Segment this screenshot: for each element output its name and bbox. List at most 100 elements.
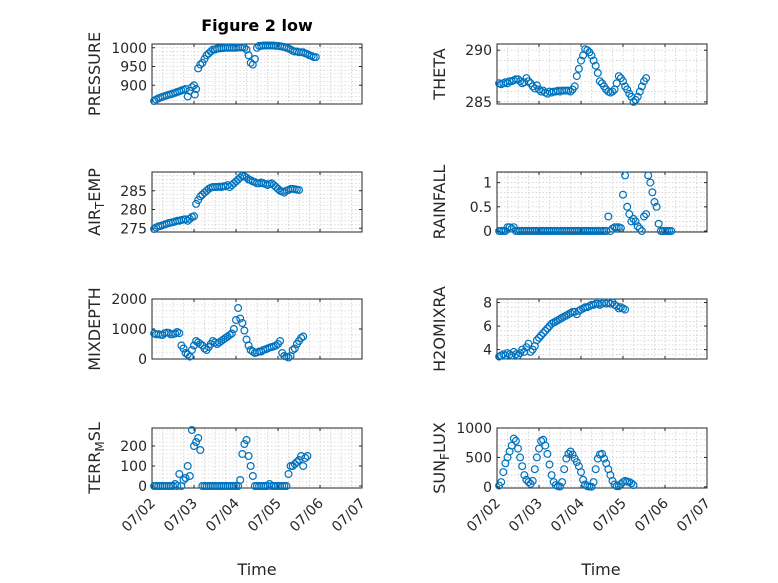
subplot-mixdepth: 0 1000 2000 MIXDEPTH xyxy=(85,287,363,371)
data-point xyxy=(621,305,630,314)
data-point xyxy=(589,478,598,487)
data-point xyxy=(246,462,255,471)
y-tick-label: 8 xyxy=(483,296,492,312)
data-point xyxy=(175,470,184,479)
data-point xyxy=(537,331,546,340)
data-point xyxy=(499,468,508,477)
data-point xyxy=(274,184,283,193)
data-point xyxy=(250,54,259,63)
data-point xyxy=(240,440,249,449)
data-point xyxy=(587,482,596,491)
data-point xyxy=(576,468,585,477)
x-tick-label: 07/02 xyxy=(464,496,504,536)
data-point xyxy=(183,350,192,359)
axes-frame xyxy=(151,171,363,233)
data-point xyxy=(150,225,159,234)
y-tick-label: 0 xyxy=(138,352,147,368)
data-point xyxy=(516,77,525,86)
subplot-sun-flux: 0 500 1000 07/02 07/03 07/04 07/05 07/06 07/07 SU… xyxy=(430,421,714,535)
data-point xyxy=(562,454,571,463)
data-point xyxy=(597,449,606,458)
data-point xyxy=(572,72,581,81)
y-axis-label: SUNFLUX xyxy=(430,422,452,494)
data-point xyxy=(635,87,644,96)
x-tick-label: 07/03 xyxy=(506,496,546,536)
data-point xyxy=(532,81,541,90)
data-point xyxy=(244,51,253,60)
x-axis-label-right: Time xyxy=(580,560,620,579)
data-point xyxy=(240,43,249,52)
axes-frame xyxy=(151,427,363,489)
data-point xyxy=(190,90,199,99)
data-point xyxy=(232,316,241,325)
y-axis-label: H2OMIXRA xyxy=(430,286,449,372)
data-point xyxy=(534,85,543,94)
x-tick-label: 07/07 xyxy=(674,496,714,536)
y-tick-label: 0.5 xyxy=(470,200,492,216)
x-tick-label: 07/04 xyxy=(548,495,588,535)
data-point xyxy=(558,478,567,487)
data-point xyxy=(627,479,636,488)
data-point xyxy=(181,474,190,483)
data-point xyxy=(589,56,598,65)
data-point xyxy=(236,476,245,485)
data-point xyxy=(654,219,663,228)
data-point xyxy=(290,344,299,353)
data-point xyxy=(198,58,207,67)
data-point xyxy=(187,346,196,355)
data-point xyxy=(497,478,506,487)
data-point xyxy=(311,53,320,62)
y-tick-label: 0 xyxy=(138,479,147,495)
subplot-air-temp: 275 280 285 AIRTEMP xyxy=(85,168,363,237)
y-tick-label: 200 xyxy=(120,439,147,455)
data-point xyxy=(292,458,301,467)
data-point xyxy=(516,453,525,462)
data-point xyxy=(667,227,676,236)
data-point xyxy=(579,475,588,484)
data-point xyxy=(513,444,522,453)
data-point xyxy=(295,186,304,195)
data-point xyxy=(543,324,552,333)
y-tick-label: 500 xyxy=(465,450,492,466)
data-point xyxy=(185,214,194,223)
data-point xyxy=(513,351,522,360)
data-point xyxy=(187,83,196,92)
data-point xyxy=(225,331,234,340)
data-point xyxy=(244,452,253,461)
subplot-terr-msl: 0 100 200 07/02 07/03 07/04 07/05 07/06 07/07 TER… xyxy=(85,422,369,535)
data-point xyxy=(196,446,205,455)
data-point xyxy=(290,460,299,469)
y-tick-label: 4 xyxy=(483,343,492,359)
data-point xyxy=(639,212,648,221)
data-point xyxy=(621,171,630,180)
data-point xyxy=(642,210,651,219)
data-point xyxy=(631,217,640,226)
data-point xyxy=(635,224,644,233)
data-point xyxy=(509,434,518,443)
x-tick-label: 07/05 xyxy=(590,496,630,536)
data-point xyxy=(288,462,297,471)
x-tick-label: 07/06 xyxy=(287,495,327,535)
y-axis-label: MIXDEPTH xyxy=(85,287,104,370)
data-point xyxy=(543,449,552,458)
data-point xyxy=(625,210,634,219)
axes-frame xyxy=(496,298,708,360)
data-point xyxy=(608,87,617,96)
y-tick-label: 6 xyxy=(483,319,492,335)
data-point xyxy=(528,476,537,485)
data-point xyxy=(511,436,520,445)
data-point xyxy=(179,476,188,485)
data-point xyxy=(299,332,308,341)
axes-frame xyxy=(496,43,708,105)
data-point xyxy=(623,85,632,94)
data-point xyxy=(614,482,623,491)
data-point xyxy=(604,212,613,221)
data-point xyxy=(526,347,535,356)
data-point xyxy=(282,482,291,491)
data-point xyxy=(242,173,251,182)
data-point xyxy=(534,444,543,453)
y-tick-label: 285 xyxy=(120,184,147,200)
data-point xyxy=(560,465,569,474)
